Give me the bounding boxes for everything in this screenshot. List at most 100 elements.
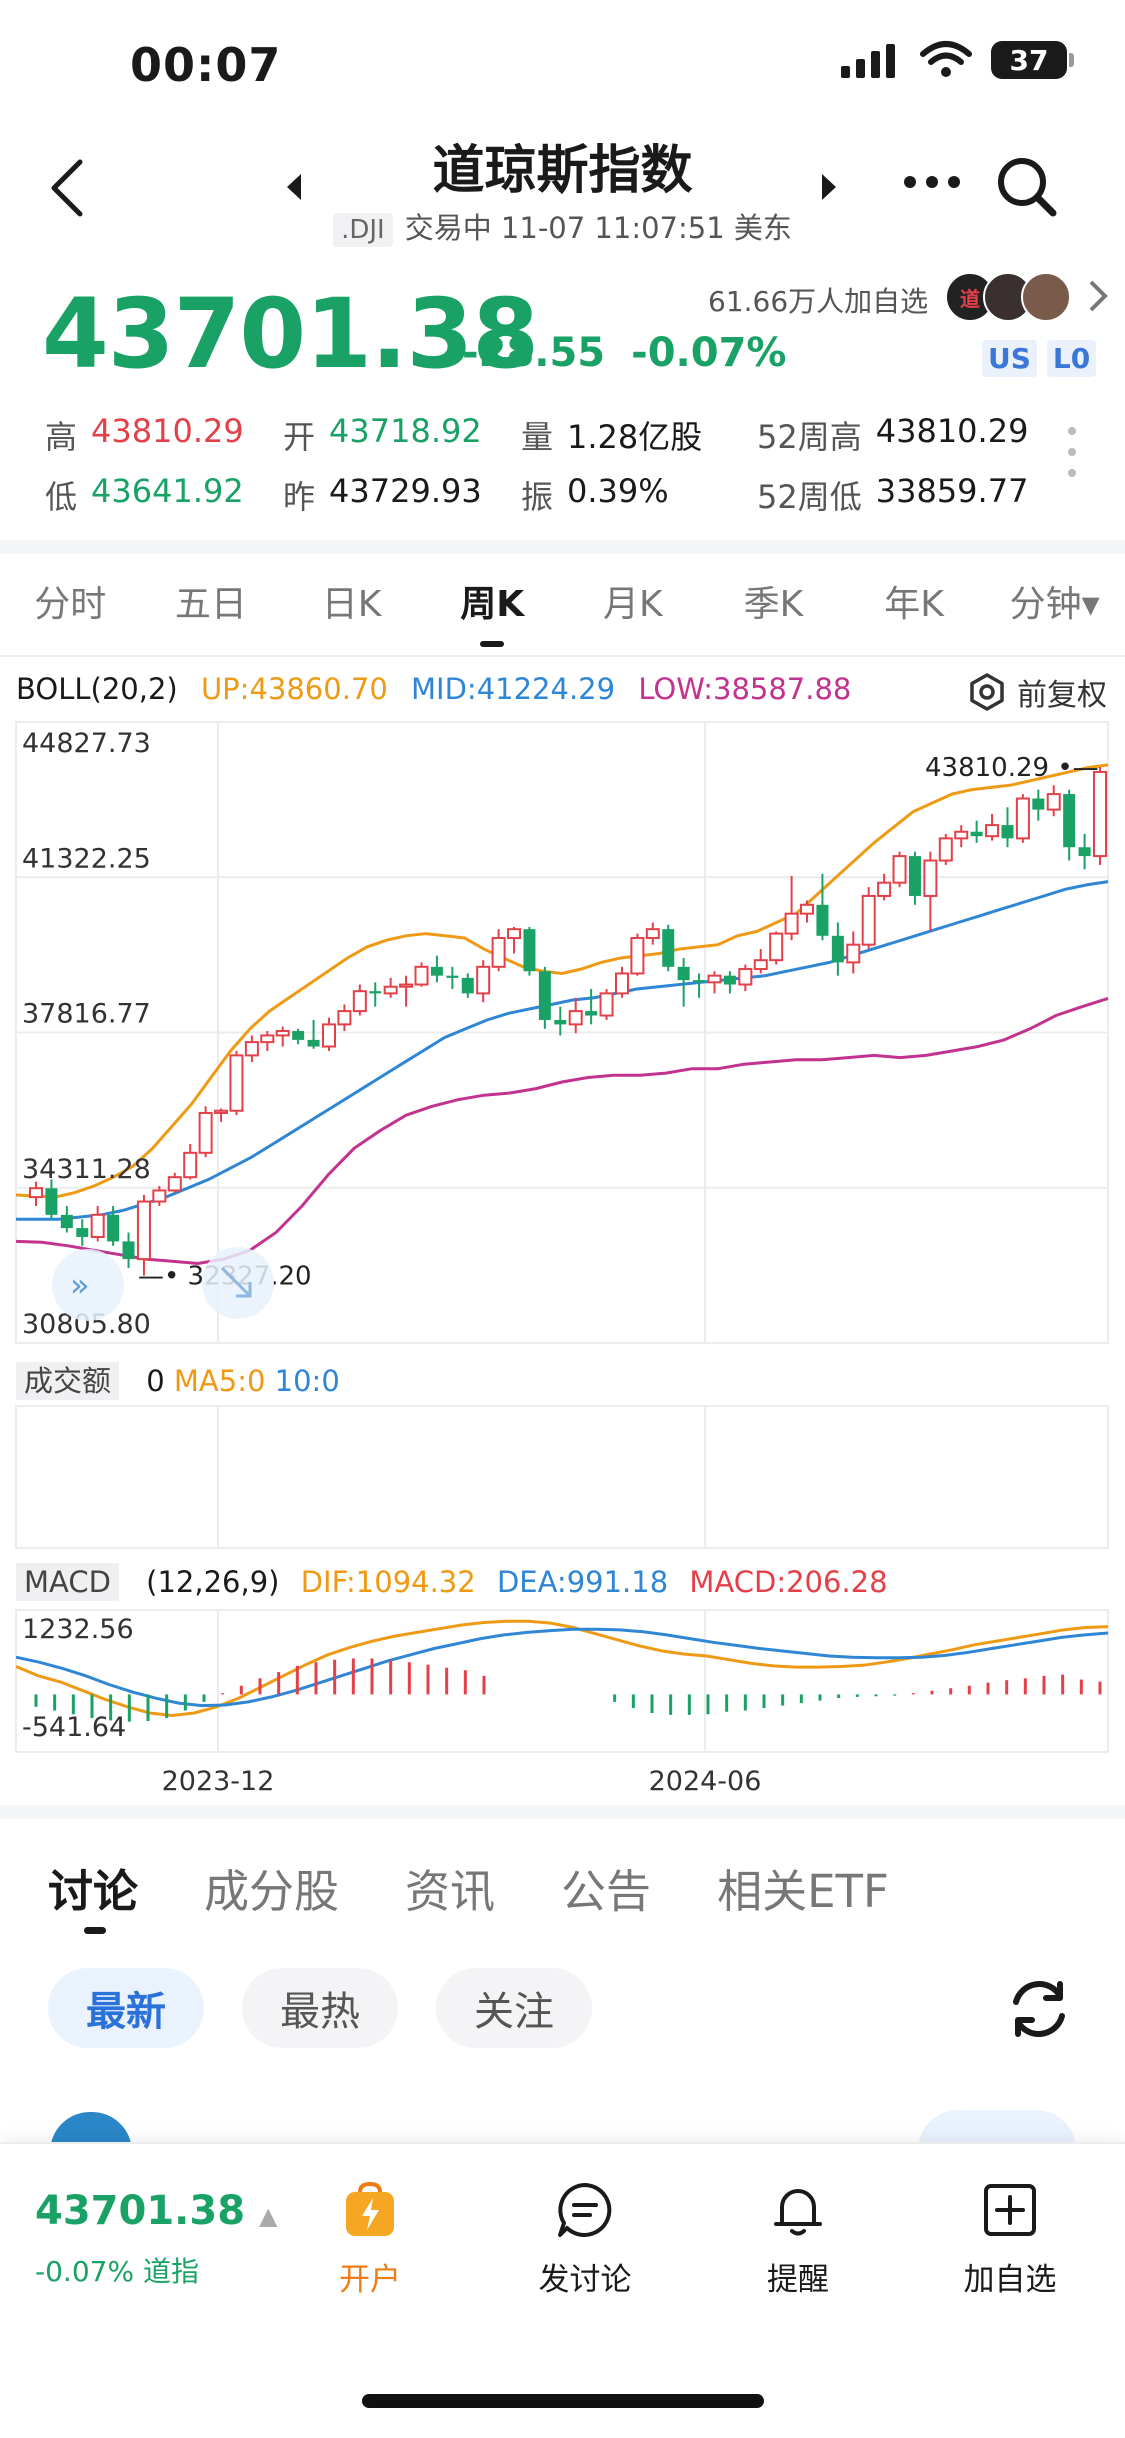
- candle: [461, 977, 474, 994]
- prev-index-icon[interactable]: [285, 172, 305, 202]
- candle: [507, 928, 522, 940]
- candle: [476, 965, 491, 995]
- candle: [229, 1054, 244, 1112]
- volume-indicator[interactable]: 成交额 0 MA5:0 10:0: [16, 1358, 340, 1400]
- candle: [970, 831, 983, 837]
- volume-label: 成交额: [16, 1362, 120, 1400]
- followers-count[interactable]: 61.66万人加自选: [708, 285, 929, 318]
- tab-discussion[interactable]: 讨论: [48, 1855, 138, 1934]
- candle: [491, 937, 506, 968]
- candle: [938, 837, 953, 862]
- boll-indicator[interactable]: BOLL(20,2) UP:43860.70 MID:41224.29 LOW:…: [16, 672, 865, 706]
- more-icon[interactable]: [900, 170, 964, 194]
- tab-period[interactable]: 五日: [174, 584, 247, 625]
- adjust-toggle[interactable]: 前复权: [967, 670, 1107, 714]
- candle: [662, 929, 675, 967]
- x-tick-label: 2023-12: [162, 1766, 275, 1797]
- chevron-right-icon[interactable]: [1085, 276, 1111, 316]
- volume-ma5: MA5:0: [173, 1364, 266, 1398]
- post-discussion-icon: [558, 2183, 612, 2237]
- candle: [614, 972, 629, 995]
- x-tick-label: 2024-06: [649, 1766, 762, 1797]
- bottom-price[interactable]: 43701.38 ▲: [35, 2188, 278, 2234]
- add-watchlist-button[interactable]: 加自选: [930, 2180, 1090, 2299]
- candle: [29, 1187, 43, 1199]
- high-value: 43810.29: [91, 412, 244, 450]
- macd-max-label: 1232.56: [22, 1614, 134, 1645]
- kline-chart[interactable]: 44827.7341322.2537816.7734311.2830805.80…: [0, 700, 1125, 1800]
- candle: [45, 1188, 58, 1215]
- volume-ma10: 10:0: [274, 1364, 340, 1398]
- settings-icon[interactable]: [967, 672, 1007, 712]
- candle: [954, 830, 969, 840]
- filter-chip[interactable]: 最热: [242, 1968, 398, 2048]
- home-indicator: [362, 2394, 764, 2408]
- expand-bubble: [52, 1249, 124, 1321]
- trading-status: .DJI 交易中 11-07 11:07:51 美东: [0, 205, 1125, 247]
- battery-icon: 37: [991, 41, 1074, 79]
- macd-min-label: -541.64: [22, 1712, 126, 1743]
- tab-period[interactable]: 分时: [34, 584, 107, 625]
- candle: [399, 983, 414, 988]
- refresh-icon[interactable]: [1006, 1976, 1072, 2042]
- discussion-tabs[interactable]: 讨论 成分股 资讯 公告 相关ETF: [48, 1855, 955, 1934]
- back-icon[interactable]: [48, 158, 88, 218]
- filter-chip[interactable]: 最新: [48, 1968, 204, 2048]
- boll-label: BOLL(20,2): [16, 672, 178, 706]
- tab-discussion[interactable]: 公告: [561, 1865, 652, 1918]
- candle: [1078, 847, 1091, 857]
- candle: [369, 991, 382, 994]
- badge-l0: L0: [1046, 340, 1097, 377]
- zoom-icon: [220, 1266, 252, 1298]
- search-icon[interactable]: [995, 155, 1059, 219]
- open-account-button[interactable]: 开户: [290, 2180, 450, 2299]
- candle: [198, 1111, 213, 1154]
- tab-period[interactable]: 年K: [884, 584, 944, 625]
- adjust-label: 前复权: [1017, 678, 1107, 713]
- tab-period[interactable]: 周K: [422, 575, 563, 647]
- reminder-button[interactable]: 提醒: [718, 2180, 878, 2299]
- candle: [446, 975, 459, 978]
- macd-params: (12,26,9): [146, 1565, 280, 1599]
- candle: [554, 1019, 567, 1025]
- tab-period[interactable]: 分钟▾: [1009, 584, 1100, 625]
- volume-value-label: 0: [146, 1364, 165, 1398]
- boll-low: LOW:38587.88: [638, 672, 852, 706]
- macd-dea: DEA:991.18: [496, 1565, 669, 1599]
- filter-chip[interactable]: 关注: [436, 1968, 592, 2048]
- follower-avatars[interactable]: 道: [945, 272, 1111, 322]
- candle: [892, 855, 907, 884]
- vertical-dots-icon[interactable]: [1066, 425, 1078, 479]
- candle: [707, 974, 722, 984]
- post-discussion-button[interactable]: 发讨论: [505, 2180, 665, 2299]
- next-index-icon[interactable]: [818, 172, 838, 202]
- candle: [1032, 798, 1045, 810]
- macd-value: MACD:206.28: [689, 1565, 888, 1599]
- tab-discussion[interactable]: 相关ETF: [717, 1865, 889, 1918]
- change-percent: -0.07%: [631, 330, 787, 376]
- dea-line: [15, 1627, 1109, 1708]
- tab-discussion[interactable]: 资讯: [405, 1865, 496, 1918]
- tab-discussion[interactable]: 成分股: [204, 1865, 340, 1918]
- candle: [599, 992, 614, 1017]
- triangle-up-icon: ▲: [258, 2202, 278, 2230]
- candle: [677, 966, 690, 981]
- bell-icon: [774, 2189, 822, 2236]
- candle: [1063, 794, 1076, 848]
- tab-period[interactable]: 季K: [743, 584, 804, 625]
- period-tabs[interactable]: 分时 五日 日K 周K 月K 季K 年K 分钟▾: [0, 575, 1125, 647]
- open-account-icon: [346, 2181, 394, 2236]
- candle: [1001, 825, 1014, 839]
- tab-period[interactable]: 日K: [321, 584, 382, 625]
- discussion-filters[interactable]: 最新 最热 关注: [48, 1968, 592, 2048]
- volume-panel: [15, 1405, 1109, 1549]
- candle: [693, 980, 706, 983]
- macd-indicator[interactable]: MACD (12,26,9) DIF:1094.32 DEA:991.18 MA…: [16, 1563, 888, 1601]
- ticker-code: .DJI: [333, 213, 393, 247]
- candle: [183, 1151, 198, 1179]
- boll-up-line: [15, 763, 1109, 1199]
- candle: [214, 1109, 229, 1114]
- badge-us: US: [982, 340, 1037, 377]
- boll-mid-line: [16, 880, 1109, 1221]
- tab-period[interactable]: 月K: [603, 584, 663, 625]
